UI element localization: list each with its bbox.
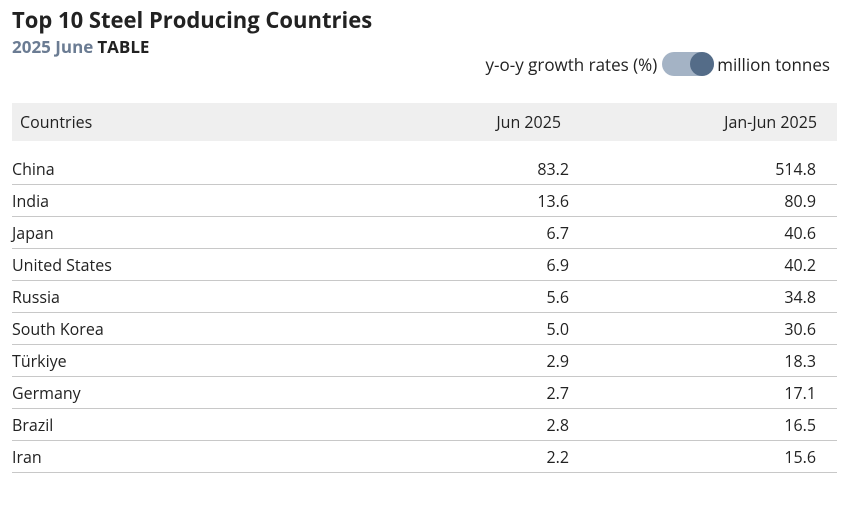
cell-country: Türkiye — [12, 344, 448, 377]
table-row: Japan 6.7 40.6 — [12, 216, 837, 249]
cell-jun-2025: 6.9 — [448, 248, 569, 281]
cell-jun-2025: 83.2 — [448, 153, 569, 185]
unit-toggle-group: y-o-y growth rates (%) million tonnes — [486, 52, 830, 76]
cell-jun-2025: 6.7 — [448, 216, 569, 249]
cell-jun-2025: 5.0 — [448, 312, 569, 345]
cell-jan-jun-2025: 514.8 — [569, 153, 837, 185]
table-spacer — [12, 141, 837, 153]
page-subtitle: 2025 June TABLE — [12, 35, 149, 58]
toggle-left-label[interactable]: y-o-y growth rates (%) — [485, 52, 658, 76]
cell-country: Russia — [12, 280, 448, 313]
table-row: Russia 5.6 34.8 — [12, 280, 837, 313]
cell-jan-jun-2025: 17.1 — [569, 376, 837, 409]
table-body: China 83.2 514.8 India 13.6 80.9 Japan 6.7 40.6 U… — [12, 141, 837, 473]
table-row: Brazil 2.8 16.5 — [12, 408, 837, 441]
column-header-jan-jun-2025[interactable]: Jan-Jun 2025 — [569, 103, 837, 141]
cell-country: Iran — [12, 440, 448, 473]
cell-jan-jun-2025: 30.6 — [569, 312, 837, 345]
cell-jan-jun-2025: 15.6 — [569, 440, 837, 473]
table-row: Türkiye 2.9 18.3 — [12, 344, 837, 377]
toggle-right-label[interactable]: million tonnes — [717, 52, 830, 76]
page-title: Top 10 Steel Producing Countries — [12, 5, 373, 35]
cell-country: China — [12, 153, 448, 185]
column-header-countries[interactable]: Countries — [12, 103, 448, 141]
cell-jun-2025: 5.6 — [448, 280, 569, 313]
table-row: China 83.2 514.8 — [12, 153, 837, 185]
cell-country: India — [12, 184, 448, 217]
table-row: Iran 2.2 15.6 — [12, 440, 837, 473]
cell-jun-2025: 2.8 — [448, 408, 569, 441]
cell-country: United States — [12, 248, 448, 281]
cell-jan-jun-2025: 18.3 — [569, 344, 837, 377]
cell-jan-jun-2025: 40.6 — [569, 216, 837, 249]
cell-jun-2025: 2.2 — [448, 440, 569, 473]
cell-country: Brazil — [12, 408, 448, 441]
cell-jan-jun-2025: 34.8 — [569, 280, 837, 313]
steel-production-table: Countries Jun 2025 Jan-Jun 2025 China 83.… — [12, 103, 837, 473]
table-row: United States 6.9 40.2 — [12, 248, 837, 281]
table-header-row: Countries Jun 2025 Jan-Jun 2025 — [12, 103, 837, 141]
cell-jan-jun-2025: 16.5 — [569, 408, 837, 441]
cell-jun-2025: 2.9 — [448, 344, 569, 377]
cell-jun-2025: 2.7 — [448, 376, 569, 409]
unit-toggle-switch[interactable] — [662, 52, 715, 76]
cell-country: Germany — [12, 376, 448, 409]
column-header-jun-2025[interactable]: Jun 2025 — [448, 103, 569, 141]
cell-jan-jun-2025: 40.2 — [569, 248, 837, 281]
cell-country: Japan — [12, 216, 448, 249]
table-row: Germany 2.7 17.1 — [12, 376, 837, 409]
table-row: South Korea 5.0 30.6 — [12, 312, 837, 345]
cell-jan-jun-2025: 80.9 — [569, 184, 837, 217]
cell-country: South Korea — [12, 312, 448, 345]
period-label: 2025 June — [12, 35, 94, 58]
view-mode-label: TABLE — [97, 35, 150, 58]
toggle-knob — [690, 52, 715, 76]
table-row: India 13.6 80.9 — [12, 184, 837, 217]
cell-jun-2025: 13.6 — [448, 184, 569, 217]
